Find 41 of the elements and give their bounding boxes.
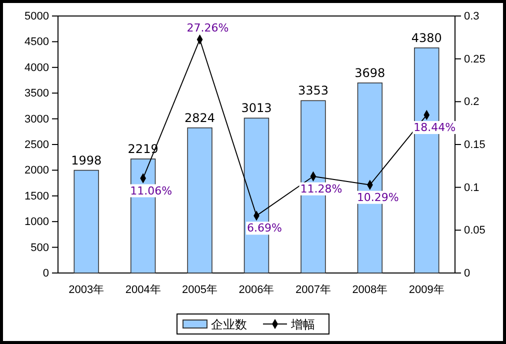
y-tick-label: 1000 [24,216,49,228]
y-tick-label: 2000 [24,164,49,177]
y-tick-label: 3500 [24,88,49,100]
data-label: 6.69% [247,222,282,235]
data-label: 3013 [241,101,272,116]
y2-tick-label: 0.2 [464,96,480,108]
y-tick-label: 4500 [24,36,49,48]
y2-tick-label: 0.25 [464,53,486,66]
legend-label: 企业数 [211,318,247,332]
data-label: 11.28% [300,182,342,196]
y-tick-label: 4000 [24,62,49,74]
x-tick-label: 2008年 [352,284,388,296]
y-tick-label: 5000 [24,10,49,23]
x-tick-label: 2003年 [68,284,104,296]
x-tick-label: 2007年 [295,284,331,296]
data-label: 4380 [411,30,442,45]
x-tick-label: 2006年 [238,284,274,296]
data-label: 2824 [184,110,216,125]
y2-tick-label: 0.1 [464,182,480,194]
y2-tick-label: 0 [464,268,470,280]
y2-tick-label: 0.15 [464,139,486,152]
data-label: 3698 [354,66,386,80]
data-label: 3353 [298,84,328,98]
bar [187,127,212,274]
y-tick-label: 2500 [24,139,49,152]
y-tick-label: 1500 [24,190,49,202]
y-tick-label: 500 [30,242,49,254]
legend-label: 增幅 [290,318,315,332]
y-tick-label: 3000 [24,113,49,126]
bar [74,170,99,274]
y2-tick-label: 0.05 [464,224,486,237]
data-label: 11.06% [130,184,172,198]
y-tick-label: 0 [42,268,49,280]
data-label: 27.26% [186,21,229,34]
x-tick-label: 2004年 [125,284,161,296]
y2-tick-label: 0.3 [464,10,480,23]
x-tick-label: 2009年 [408,284,444,296]
data-label: 18.44% [414,121,456,134]
x-tick-label: 2005年 [182,284,218,296]
data-label: 1998 [71,153,102,168]
data-label: 10.29% [356,190,399,204]
